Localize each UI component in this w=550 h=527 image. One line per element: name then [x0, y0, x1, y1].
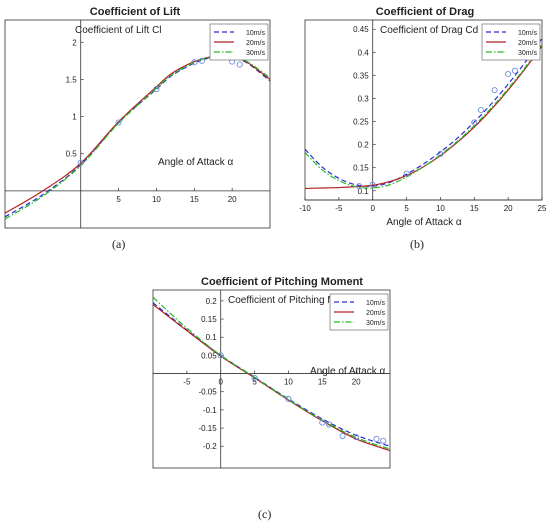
x-axis-label-drag: Angle of Attack α — [386, 217, 461, 228]
chart-title-lift: Coefficient of Lift — [90, 6, 181, 18]
data-point-lift — [77, 159, 84, 166]
data-point-drag — [369, 181, 376, 188]
x-tick-label-drag: -10 — [299, 204, 311, 213]
data-point-moment — [285, 395, 292, 403]
y-tick-label-drag: 0.45 — [353, 25, 369, 34]
y-tick-label-drag: 0.3 — [358, 94, 370, 103]
x-tick-label-moment: 0 — [218, 378, 223, 387]
series-line-lift-1 — [5, 56, 270, 218]
data-point-drag — [478, 106, 485, 114]
legend-label-moment: 20m/s — [366, 310, 386, 317]
x-tick-label-lift: 5 — [116, 195, 121, 204]
y-tick-label-lift: 1.5 — [66, 75, 78, 84]
x-tick-label-moment: 10 — [284, 378, 293, 387]
x-tick-label-drag: 5 — [404, 204, 409, 213]
data-point-drag — [437, 150, 444, 157]
x-tick-label-lift: 20 — [228, 195, 237, 204]
y-tick-label-drag: 0.35 — [353, 71, 369, 80]
data-point-drag — [511, 67, 518, 74]
data-point-lift — [153, 86, 160, 93]
data-point-moment — [319, 419, 326, 426]
y-tick-label-moment: 0.05 — [201, 351, 217, 360]
series-line-drag-3 — [305, 43, 542, 189]
x-axis-label-moment: Angle of Attack α — [310, 366, 385, 377]
data-point-moment — [353, 434, 360, 441]
x-tick-label-drag: 20 — [504, 204, 513, 213]
data-point-drag — [356, 183, 363, 190]
plot-drag: 0.1 0.15 0.2 0.25 0.3 0.35 0.4 0.45 -10 -5 0 5 10 15 2… — [299, 20, 547, 213]
data-point-moment — [326, 421, 333, 428]
legend-label-moment: 30m/s — [366, 320, 386, 327]
series-line-drag-1 — [305, 38, 542, 187]
legend-label-drag: 10m/s — [518, 30, 538, 37]
plot-frame-moment — [152, 289, 391, 469]
x-tick-label-drag: 10 — [436, 204, 445, 213]
data-point-lift — [115, 119, 122, 126]
legend-label-lift: 30m/s — [246, 50, 266, 57]
inner-label-moment: Coefficient of Pitching Moment Cm — [228, 295, 382, 306]
y-tick-label-drag: 0.2 — [358, 141, 370, 150]
y-tick-label-moment: 0.1 — [206, 333, 218, 342]
x-tick-label-drag: 25 — [538, 204, 547, 213]
data-point-moment — [373, 435, 380, 442]
y-tick-label-drag: 0.1 — [358, 187, 370, 196]
y-tick-label-moment: -0.15 — [198, 424, 217, 433]
x-tick-label-moment: 5 — [252, 378, 257, 387]
y-tick-label-moment: -0.2 — [203, 442, 217, 451]
x-tick-label-moment: 20 — [352, 378, 361, 387]
series-line-lift-2 — [5, 55, 270, 214]
legend-label-moment: 10m/s — [366, 300, 386, 307]
y-tick-label-lift: 0.5 — [66, 150, 78, 159]
data-point-moment — [251, 374, 258, 381]
chart-title-drag: Coefficient of Drag — [376, 6, 474, 18]
legend-label-drag: 20m/s — [518, 40, 538, 47]
data-point-lift — [191, 59, 198, 66]
data-point-moment — [339, 432, 346, 440]
panel-label-c: (c) — [258, 507, 271, 521]
y-tick-label-moment: -0.05 — [198, 388, 217, 397]
legend-label-lift: 20m/s — [246, 40, 266, 47]
panel-label-a: (a) — [112, 237, 125, 251]
x-tick-label-moment: 15 — [318, 378, 327, 387]
legend-label-drag: 30m/s — [518, 50, 538, 57]
data-point-drag — [403, 170, 410, 177]
inner-label-lift: Coefficient of Lift Cl — [75, 25, 162, 36]
x-tick-label-lift: 15 — [190, 195, 199, 204]
inner-label-drag: Coefficient of Drag Cd — [380, 25, 478, 36]
data-point-lift — [198, 57, 205, 64]
x-tick-label-lift: 10 — [152, 195, 161, 204]
y-tick-label-lift: 1 — [72, 113, 77, 122]
legend-moment: 10m/s 20m/s 30m/s — [329, 293, 389, 331]
y-tick-label-lift: 2 — [72, 38, 77, 47]
y-tick-label-moment: 0.2 — [206, 297, 218, 306]
data-point-drag — [491, 87, 498, 94]
plot-lift: 0.5 1 1.5 2 5 10 15 20 10m/s 20m/s 30m/s — [5, 20, 270, 228]
legend-lift: 10m/s 20m/s 30m/s — [209, 23, 269, 61]
data-point-moment — [217, 352, 224, 359]
y-tick-label-drag: 0.4 — [358, 48, 370, 57]
x-tick-label-drag: 0 — [370, 204, 375, 213]
plot-moment: -0.2 -0.15 -0.1 -0.05 0.05 0.1 0.15 0.2 -5 0 5 10 15… — [153, 290, 390, 468]
data-point-lift — [236, 61, 243, 68]
data-point-moment — [380, 437, 387, 444]
y-tick-label-drag: 0.25 — [353, 118, 369, 127]
y-tick-label-moment: 0.15 — [201, 315, 217, 324]
chart-title-moment: Coefficient of Pitching Moment — [201, 276, 363, 288]
data-point-drag — [471, 119, 478, 126]
x-tick-label-moment: -5 — [183, 378, 191, 387]
legend-drag: 10m/s 20m/s 30m/s — [481, 23, 541, 61]
y-tick-label-drag: 0.15 — [353, 164, 369, 173]
x-tick-label-drag: 15 — [470, 204, 479, 213]
plot-frame-lift — [4, 19, 271, 229]
x-axis-label-lift: Angle of Attack α — [158, 157, 233, 168]
data-point-drag — [505, 70, 512, 78]
legend-label-lift: 10m/s — [246, 30, 266, 37]
x-tick-label-drag: -5 — [335, 204, 343, 213]
panel-label-b: (b) — [410, 237, 424, 251]
y-tick-label-moment: -0.1 — [203, 406, 217, 415]
